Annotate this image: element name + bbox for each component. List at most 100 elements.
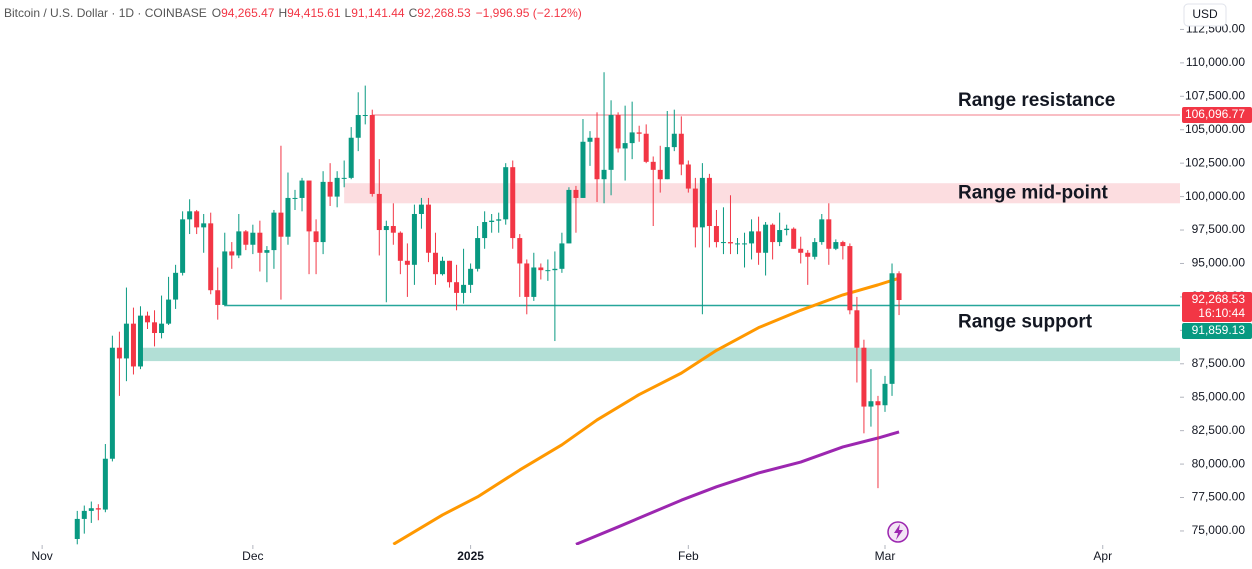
level-label: Range mid-point xyxy=(958,182,1109,203)
candle-body xyxy=(819,219,825,243)
y-tick-label: 100,000.00 xyxy=(1185,189,1245,203)
candle-body xyxy=(657,169,663,180)
candle-body xyxy=(362,115,368,117)
candle-body xyxy=(306,180,312,232)
level-label: Range resistance xyxy=(958,90,1115,111)
ohlc-value: 92,268.53 xyxy=(417,6,471,20)
y-tick-label: 97,500.00 xyxy=(1192,222,1246,236)
x-tick-label: Dec xyxy=(242,549,263,563)
candle-body xyxy=(692,188,698,228)
candle-body xyxy=(397,232,403,261)
candle-body xyxy=(236,231,242,256)
candle-body xyxy=(123,323,129,359)
candle-body xyxy=(784,228,790,231)
candle-body xyxy=(257,232,263,253)
candle-body xyxy=(411,213,417,265)
candle-body xyxy=(454,282,460,293)
currency-button[interactable] xyxy=(1183,3,1227,27)
candle-body xyxy=(650,161,656,170)
candle-body xyxy=(742,243,748,245)
candle-body xyxy=(250,232,256,245)
candle-body xyxy=(215,290,221,305)
candle-body xyxy=(313,231,319,243)
y-tick-label: 75,000.00 xyxy=(1192,523,1246,537)
candle-body xyxy=(896,273,902,301)
candle-body xyxy=(889,273,895,384)
candle-body xyxy=(720,242,726,244)
candle-body xyxy=(580,141,586,198)
candle-body xyxy=(517,238,523,264)
candle-body xyxy=(152,322,158,334)
candle-body xyxy=(327,181,333,197)
candle-body xyxy=(180,219,186,273)
candle-body xyxy=(798,248,804,253)
y-tick-label: 105,000.00 xyxy=(1185,122,1245,136)
candle-body xyxy=(847,246,853,311)
candle-body xyxy=(685,164,691,189)
ohlc-value: 94,415.61 xyxy=(287,6,341,20)
candle-body xyxy=(475,238,481,269)
price-label: 92,268.53 xyxy=(1192,292,1246,306)
candle-body xyxy=(861,347,867,407)
candle-body xyxy=(636,132,642,134)
x-tick-label: 2025 xyxy=(457,549,484,563)
candle-body xyxy=(95,508,101,510)
ohlc-key: L xyxy=(345,6,352,20)
level-zone xyxy=(344,183,1180,204)
ohlc-key: O xyxy=(212,6,221,20)
candle-body xyxy=(74,518,80,539)
price-label: 91,859.13 xyxy=(1192,323,1246,337)
candle-body xyxy=(271,212,277,251)
header: Bitcoin / U.S. Dollar · 1D · COINBASE O94… xyxy=(4,6,582,20)
candle-body xyxy=(770,224,776,243)
y-tick-label: 87,500.00 xyxy=(1192,356,1246,370)
candle-body xyxy=(88,508,94,511)
candle-body xyxy=(137,315,143,367)
candle-body xyxy=(355,115,361,138)
candle-body xyxy=(777,230,783,243)
candle-body xyxy=(671,133,677,148)
candle-body xyxy=(201,223,207,228)
y-tick-label: 107,500.00 xyxy=(1185,88,1245,102)
price-label-box xyxy=(1182,323,1252,340)
candle-body xyxy=(425,204,431,253)
candle-body xyxy=(763,224,769,253)
candle-body xyxy=(749,231,755,244)
candle-body xyxy=(299,180,305,198)
candle-body xyxy=(608,115,614,170)
candle-body xyxy=(383,226,389,231)
candle-body xyxy=(418,204,424,214)
candle-body xyxy=(735,243,740,245)
candle-body xyxy=(145,315,150,323)
candle-body xyxy=(805,252,811,257)
candle-body xyxy=(559,243,565,269)
price-label-box xyxy=(1182,292,1252,323)
candle-body xyxy=(538,267,544,271)
ohlc-key: H xyxy=(278,6,287,20)
candle-body xyxy=(678,133,684,165)
y-tick-label: 110,000.00 xyxy=(1186,55,1245,69)
x-tick-label: Feb xyxy=(678,549,699,563)
ma-line xyxy=(392,276,900,545)
candle-body xyxy=(826,219,832,249)
candle-body xyxy=(868,401,874,407)
candle-body xyxy=(390,226,396,233)
candle-body xyxy=(166,299,172,324)
price-sublabel: 16:10:44 xyxy=(1198,306,1245,320)
candle-body xyxy=(102,458,108,510)
candle-body xyxy=(341,177,347,179)
y-tick-label: 82,500.00 xyxy=(1192,423,1246,437)
candle-body xyxy=(81,510,87,519)
candle-body xyxy=(706,177,712,227)
candle-body xyxy=(840,242,846,247)
candle-body xyxy=(587,137,593,142)
assistant-icon[interactable] xyxy=(887,521,909,543)
currency[interactable]: USD xyxy=(1192,7,1218,21)
y-tick-label: 85,000.00 xyxy=(1192,389,1246,403)
candle-body xyxy=(334,177,340,197)
level-zone xyxy=(140,347,1180,362)
candle-body xyxy=(615,115,621,149)
candle-body xyxy=(208,223,214,291)
